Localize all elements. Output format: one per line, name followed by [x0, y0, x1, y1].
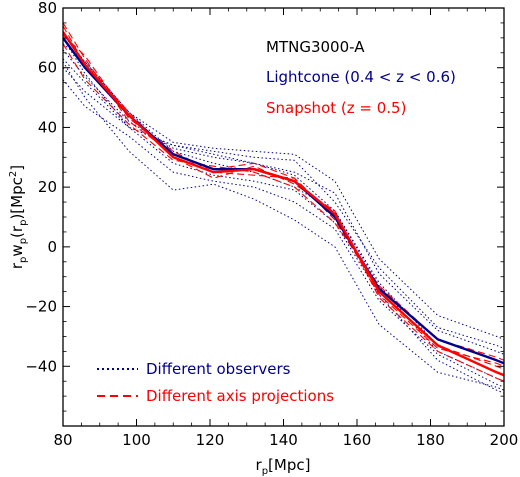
y-tick-label-20: 20 [38, 178, 57, 196]
y-tick-label-80: 80 [38, 0, 57, 17]
y-tick-label-0: 0 [47, 238, 57, 256]
series-line-lightcone-mean [63, 37, 504, 365]
series-line-projection-2 [63, 25, 504, 382]
x-tick-label-140: 140 [269, 431, 298, 449]
series-layer [63, 22, 504, 394]
x-tick-label-120: 120 [196, 431, 225, 449]
series-line-observer-7 [63, 61, 504, 391]
series-line-observer-5 [63, 79, 504, 388]
series-line-projection-3 [63, 43, 504, 361]
x-tick-label-200: 200 [490, 431, 519, 449]
annotation-snapshot: Snapshot (z = 0.5) [266, 99, 406, 117]
x-tick-label-160: 160 [343, 431, 372, 449]
y-tick-label--40: −40 [25, 357, 57, 375]
y-tick-label-60: 60 [38, 59, 57, 77]
tick-layer: 80 100 120 140 160 180 200 −40 −20 0 20 40 60 80 [25, 0, 518, 449]
y-tick-label-40: 40 [38, 118, 57, 136]
series-line-observer-8 [63, 37, 504, 382]
legend-projections-label: Different axis projections [146, 387, 334, 405]
annotation-model: MTNG3000-A [266, 38, 365, 56]
legend: Different observers Different axis proje… [97, 360, 334, 405]
x-tick-label-180: 180 [416, 431, 445, 449]
series-line-observer-3 [63, 49, 504, 355]
series-line-snapshot-mean [63, 31, 504, 377]
series-line-observer-1 [63, 43, 504, 340]
x-axis-label: rp[Mpc] [256, 456, 311, 477]
y-tick-label--20: −20 [25, 298, 57, 316]
x-tick-label-100: 100 [122, 431, 151, 449]
y-axis-label: rpwp(rp)[Mpc2] [8, 165, 29, 269]
series-line-observer-2 [63, 58, 504, 349]
legend-observers-label: Different observers [146, 360, 291, 378]
annotation-lightcone: Lightcone (0.4 < z < 0.6) [266, 68, 456, 86]
x-tick-label-80: 80 [53, 431, 72, 449]
